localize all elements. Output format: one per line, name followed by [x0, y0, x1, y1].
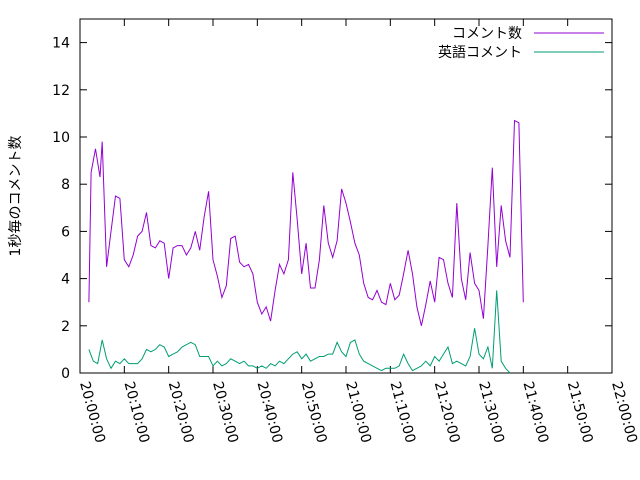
x-tick-label: 20:30:00: [209, 380, 241, 445]
x-tick-label: 20:20:00: [165, 380, 197, 445]
y-tick-label: 2: [61, 319, 70, 335]
x-tick-label: 20:10:00: [120, 380, 152, 445]
x-tick-label: 20:50:00: [298, 380, 330, 445]
x-tick-label: 20:40:00: [253, 380, 285, 445]
legend-label-comment-count: コメント数: [452, 26, 522, 42]
series-line-1: [88, 290, 511, 374]
plot-border: [79, 18, 613, 374]
x-tick-label: 22:00:00: [608, 380, 640, 445]
y-axis-label: 1秒毎のコメント数: [8, 136, 24, 257]
y-tick-label: 10: [52, 130, 70, 146]
y-tick-label: 12: [52, 83, 70, 99]
y-tick-label: 14: [52, 36, 70, 52]
series-line-0: [88, 119, 524, 326]
x-tick-label: 21:20:00: [431, 380, 463, 445]
x-tick-label: 21:00:00: [342, 380, 374, 445]
x-tick-label: 21:50:00: [564, 380, 596, 445]
y-tick-label: 8: [61, 177, 70, 193]
x-tick-label: 21:10:00: [386, 380, 418, 445]
x-tick-label: 21:30:00: [475, 380, 507, 445]
x-tick-label: 21:40:00: [519, 380, 551, 445]
x-axis: 20:00:00 20:10:00 20:20:00 20:30:00 20:40:00…: [76, 19, 640, 445]
x-tick-label: 20:00:00: [76, 380, 108, 445]
y-tick-label: 6: [61, 224, 70, 240]
legend-label-english-comments: 英語コメント: [438, 44, 522, 61]
y-axis: 0 2 4 6 8 10 12 14: [52, 36, 612, 382]
y-tick-label: 4: [61, 272, 70, 288]
series-layer: [88, 119, 524, 374]
legend: コメント数 英語コメント: [438, 26, 604, 61]
plot-frame: [79, 18, 613, 374]
y-tick-label: 0: [61, 366, 70, 382]
